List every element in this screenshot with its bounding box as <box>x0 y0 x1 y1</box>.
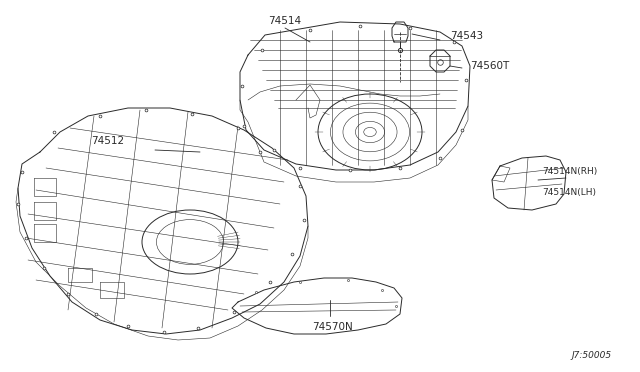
Text: 74514: 74514 <box>268 16 301 26</box>
Text: 74512: 74512 <box>92 136 125 146</box>
Text: 74570N: 74570N <box>312 322 353 332</box>
Text: 74514N(LH): 74514N(LH) <box>542 188 596 197</box>
Text: 74560T: 74560T <box>470 61 509 71</box>
Text: 74514N(RH): 74514N(RH) <box>542 167 597 176</box>
Text: 74543: 74543 <box>450 31 483 41</box>
Text: J7:50005: J7:50005 <box>572 351 612 360</box>
